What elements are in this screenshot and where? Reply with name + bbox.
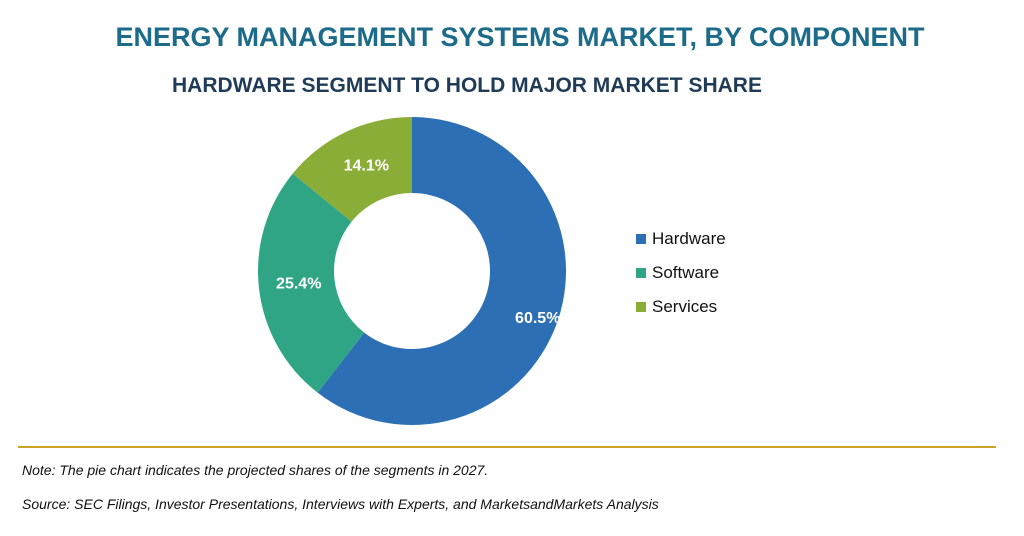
legend-label-services: Services bbox=[652, 297, 718, 316]
footer-source: Source: SEC Filings, Investor Presentati… bbox=[22, 496, 659, 512]
legend-swatch-hardware bbox=[636, 234, 646, 244]
slice-label-hardware: 60.5% bbox=[515, 310, 560, 327]
slice-services bbox=[292, 117, 412, 222]
slice-software bbox=[257, 173, 365, 393]
legend-label-software: Software bbox=[652, 263, 720, 282]
legend-swatch-services bbox=[636, 302, 646, 312]
footer-divider bbox=[18, 446, 996, 448]
slice-hardware bbox=[317, 117, 566, 425]
legend-item-software: Software bbox=[636, 256, 726, 290]
legend-item-services: Services bbox=[636, 290, 726, 324]
legend-item-hardware: Hardware bbox=[636, 222, 726, 256]
slice-label-services: 14.1% bbox=[344, 157, 389, 174]
chart-subtitle: HARDWARE SEGMENT TO HOLD MAJOR MARKET SH… bbox=[172, 74, 762, 97]
chart-title: ENERGY MANAGEMENT SYSTEMS MARKET, BY COM… bbox=[115, 22, 925, 52]
legend-label-hardware: Hardware bbox=[652, 229, 726, 248]
legend-swatch-software bbox=[636, 268, 646, 278]
slice-label-software: 25.4% bbox=[276, 275, 321, 292]
footer-note: Note: The pie chart indicates the projec… bbox=[22, 462, 489, 478]
legend: Hardware Software Services bbox=[636, 222, 726, 324]
